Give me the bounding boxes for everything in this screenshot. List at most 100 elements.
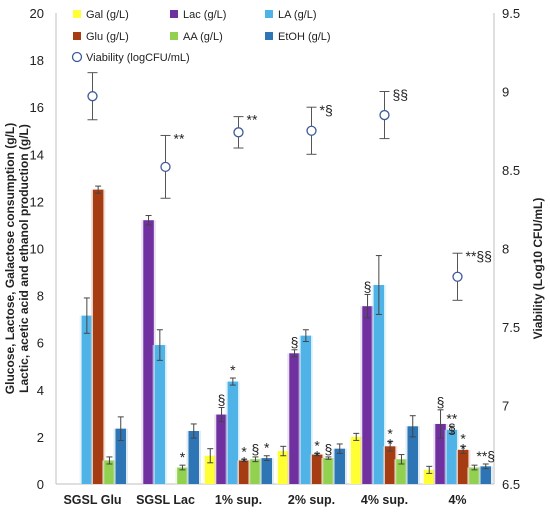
bar-significance-label: § — [448, 420, 456, 436]
bar — [334, 448, 345, 484]
y-tick-label-right: 8.5 — [502, 163, 520, 178]
bar — [424, 469, 435, 484]
bar — [177, 467, 188, 484]
bar — [396, 459, 407, 484]
bar-significance-label: * — [387, 436, 393, 452]
viability-point — [452, 271, 463, 282]
legend-swatch — [73, 32, 81, 40]
y-axis-title-right: Viability (Log10 CFU/mL) — [531, 198, 545, 340]
viability-point — [160, 161, 171, 173]
legend-viability-label: Viability (logCFU/mL) — [86, 52, 190, 64]
bar-significance-label: * — [241, 443, 247, 459]
legend-label: LA (g/L) — [278, 9, 317, 21]
y-tick-label-left: 18 — [30, 53, 44, 68]
legend-swatch — [170, 32, 178, 40]
y-tick-label-left: 12 — [30, 194, 44, 209]
bar-significance-label: * — [460, 430, 466, 446]
bar-significance-label: * — [264, 440, 270, 456]
x-category-label: 2% sup. — [288, 493, 335, 507]
bar — [238, 460, 250, 484]
bar — [373, 285, 385, 484]
viability-point — [306, 125, 317, 136]
legend-label: EtOH (g/L) — [278, 31, 331, 43]
viability-significance-label: ** — [174, 130, 185, 146]
bar — [188, 431, 199, 484]
bar — [115, 428, 126, 484]
bar — [407, 426, 418, 484]
x-category-label: 4% sup. — [361, 493, 408, 507]
bar — [154, 345, 166, 484]
bar — [92, 189, 104, 484]
y-tick-label-right: 7.5 — [502, 320, 520, 335]
y-axis-title-left-line1: Glucose, Lactose, Galactose consumption … — [3, 123, 17, 394]
legend-label: Gal (g/L) — [86, 9, 129, 21]
y-tick-label-left: 0 — [37, 477, 44, 492]
viability-point — [379, 109, 390, 121]
bar-significance-label: * — [241, 453, 247, 469]
viability-significance-label: ** — [247, 112, 258, 128]
y-tick-label-left: 10 — [30, 242, 44, 257]
viability-point — [87, 91, 98, 102]
bar — [261, 458, 272, 484]
bar — [469, 467, 480, 484]
y-tick-label-left: 20 — [30, 6, 44, 21]
bar-significance-label: * — [460, 440, 466, 456]
bar — [143, 220, 154, 485]
bar-significance-label: **§ — [476, 448, 495, 464]
legend-viability-marker — [71, 51, 83, 63]
viability-significance-label: *§ — [320, 102, 333, 118]
legend-swatch — [265, 32, 273, 40]
bar — [278, 451, 289, 484]
y-tick-label-left: 2 — [37, 430, 44, 445]
bar-significance-label: § — [252, 441, 260, 457]
bar — [81, 315, 93, 484]
y-tick-label-right: 9.5 — [502, 6, 520, 21]
bar-significance-label: * — [314, 437, 320, 453]
bar — [289, 353, 300, 484]
bar-significance-label: * — [387, 426, 393, 442]
bar-significance-label: * — [314, 447, 320, 463]
bar — [351, 436, 362, 484]
bar — [446, 429, 458, 484]
y-tick-label-left: 8 — [37, 289, 44, 304]
viability-significance-label: §§ — [393, 87, 409, 103]
bar — [205, 455, 216, 484]
bar — [216, 414, 227, 484]
bar-significance-label: § — [325, 441, 333, 457]
y-tick-label-right: 8 — [502, 242, 509, 257]
bar — [323, 458, 334, 484]
y-tick-label-left: 14 — [30, 147, 44, 162]
bar-significance-label: § — [291, 334, 299, 350]
bar — [457, 449, 469, 484]
y-tick-label-left: 16 — [30, 100, 44, 115]
bar — [311, 454, 323, 484]
y-tick-label-right: 6.5 — [502, 477, 520, 492]
bar — [435, 423, 446, 484]
x-category-label: 4% — [448, 493, 466, 507]
legend-swatch — [265, 10, 273, 18]
bar-significance-label: § — [364, 278, 372, 294]
bar-significance-label: § — [218, 391, 226, 407]
x-category-label: 1% sup. — [215, 493, 262, 507]
bar — [480, 466, 491, 484]
viability-point — [233, 127, 244, 138]
bar-significance-label: § — [437, 394, 445, 410]
legend-label: Lac (g/L) — [183, 9, 226, 21]
y-tick-label-left: 4 — [37, 383, 44, 398]
bar — [227, 381, 239, 484]
y-axis-title-left-line2: Lactic, acetic acid and ethanol producti… — [17, 124, 31, 393]
viability-significance-label: **§§ — [466, 248, 492, 264]
legend-swatch — [170, 10, 178, 18]
y-tick-label-left: 6 — [37, 336, 44, 351]
bar — [384, 446, 396, 484]
bar — [362, 306, 373, 484]
y-tick-label-right: 9 — [502, 85, 509, 100]
legend-label: Glu (g/L) — [86, 31, 129, 43]
legend-label: AA (g/L) — [183, 31, 223, 43]
bar-significance-label: * — [180, 449, 186, 465]
bar — [104, 460, 115, 484]
bar-significance-label: ** — [446, 410, 457, 426]
legend-swatch — [73, 10, 81, 18]
